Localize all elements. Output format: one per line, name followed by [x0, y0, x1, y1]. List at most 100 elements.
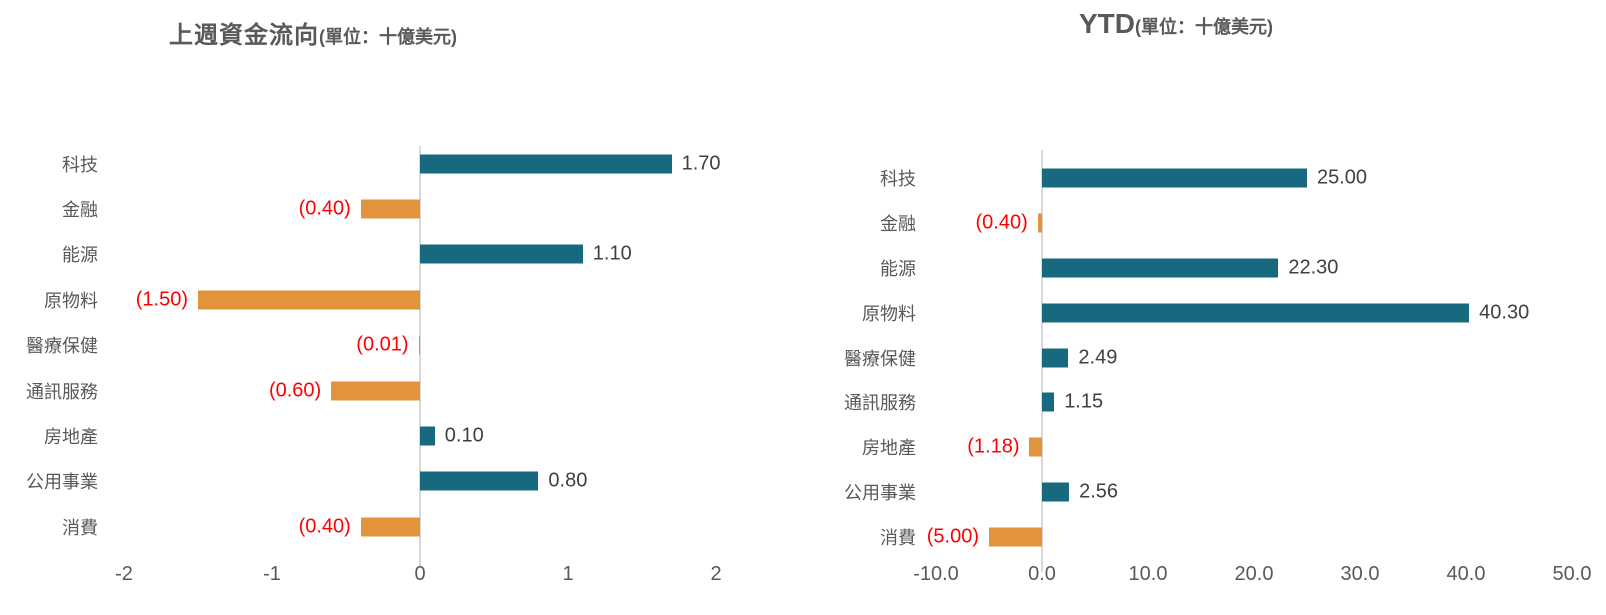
- value-label: (0.40): [298, 197, 351, 220]
- positive-bar: [1042, 392, 1055, 412]
- value-label: 1.70: [681, 152, 721, 175]
- value-label: 0.80: [548, 469, 588, 492]
- category-label: 通訊服務: [26, 381, 98, 402]
- chart-row: 房地產 0.10: [0, 413, 716, 458]
- positive-bar: [1042, 348, 1069, 368]
- positive-bar: [420, 244, 583, 264]
- chart-row: 金融 (0.40): [806, 201, 1572, 246]
- chart-row: 公用事業 0.80: [0, 459, 716, 504]
- chart-row: 科技 1.70: [0, 141, 721, 186]
- value-label: 2.56: [1079, 480, 1119, 503]
- chart-title-unit: (單位：十億美元): [319, 27, 457, 47]
- value-label: 22.30: [1288, 256, 1339, 279]
- bar-zone: 1.70: [124, 141, 721, 186]
- category-label: 公用事業: [26, 472, 98, 493]
- x-tick-label: 20.0: [1234, 563, 1274, 585]
- x-tick-label: -10.0: [913, 563, 959, 585]
- zero-axis-line: [419, 146, 421, 566]
- category-label: 原物料: [44, 290, 98, 311]
- negative-bar: [360, 517, 420, 537]
- category-label: 科技: [62, 154, 98, 175]
- chart-title-unit: (單位：十億美元): [1135, 17, 1273, 37]
- category-label: 房地產: [44, 427, 98, 448]
- chart-row: 房地產 (1.18): [806, 425, 1572, 470]
- chart-row: 通訊服務 (0.60): [0, 368, 716, 413]
- chart-row: 通訊服務 1.15: [806, 380, 1572, 425]
- category-label: 公用事業: [844, 482, 916, 503]
- category-label: 房地產: [862, 438, 916, 459]
- category-label: 消費: [880, 527, 916, 548]
- chart-row: 公用事業 2.56: [806, 470, 1572, 515]
- value-label: 40.30: [1479, 301, 1530, 324]
- positive-bar: [1042, 258, 1279, 278]
- value-label: (5.00): [926, 525, 979, 548]
- negative-bar: [331, 381, 420, 401]
- category-label: 金融: [62, 200, 98, 221]
- positive-bar: [1042, 482, 1070, 502]
- positive-bar: [420, 426, 435, 446]
- chart-row: 醫療保健 (0.01): [0, 323, 716, 368]
- category-label: 通訊服務: [844, 393, 916, 414]
- chart-title-main: 上週資金流向: [169, 22, 319, 49]
- bar-zone: (1.18): [936, 425, 1572, 470]
- bar-zone: 40.30: [936, 290, 1572, 335]
- plot-area: 科技 1.70 金融 (0.40) 能源 1.10 原物料 (1.50) 醫療保健 (0.01) 通…: [0, 141, 721, 550]
- negative-bar: [989, 527, 1042, 547]
- plot-area: 科技 25.00 金融 (0.40) 能源 22.30 原物料 40.30 醫療保健 2.49 通訊…: [806, 156, 1572, 559]
- value-label: (0.60): [268, 379, 322, 402]
- chart-row: 科技 25.00: [806, 156, 1572, 201]
- chart-row: 能源 1.10: [0, 232, 716, 277]
- value-label: (0.40): [298, 515, 351, 538]
- chart-row: 原物料 40.30: [806, 290, 1572, 335]
- chart-row: 消費 (0.40): [0, 504, 716, 549]
- x-tick-label: 0: [414, 563, 426, 585]
- bar-zone: 0.10: [124, 413, 716, 458]
- value-label: (0.40): [975, 211, 1028, 234]
- bar-zone: (5.00): [927, 514, 1572, 559]
- value-label: (1.18): [967, 435, 1020, 458]
- bar-zone: 2.56: [936, 470, 1572, 515]
- positive-bar: [1042, 168, 1307, 188]
- chart-title: 上週資金流向(單位：十億美元): [169, 15, 457, 50]
- bar-zone: 2.49: [936, 335, 1572, 380]
- bar-zone: 1.10: [124, 232, 716, 277]
- category-label: 科技: [880, 169, 916, 190]
- category-label: 醫療保健: [844, 348, 916, 369]
- bar-zone: (0.01): [124, 323, 716, 368]
- negative-bar: [360, 199, 420, 219]
- chart-row: 能源 22.30: [806, 246, 1572, 291]
- bar-zone: (0.40): [936, 201, 1572, 246]
- x-tick-label: 1: [562, 563, 574, 585]
- x-tick-label: -1: [263, 563, 281, 585]
- category-label: 消費: [62, 517, 98, 538]
- x-axis: -10.0 0.0 10.0 20.0 30.0 40.0 50.0: [806, 563, 1606, 593]
- x-tick-label: 0.0: [1028, 563, 1056, 585]
- chart-row: 原物料 (1.50): [0, 277, 716, 322]
- value-label: 2.49: [1078, 346, 1118, 369]
- chart-row: 金融 (0.40): [0, 186, 716, 231]
- value-label: 0.10: [444, 424, 484, 447]
- category-label: 醫療保健: [26, 336, 98, 357]
- bar-zone: (0.40): [124, 186, 716, 231]
- bar-zone: (0.60): [124, 368, 716, 413]
- positive-bar: [420, 154, 672, 174]
- value-label: (1.50): [135, 288, 188, 311]
- x-tick-label: -2: [115, 563, 133, 585]
- negative-bar: [198, 290, 420, 310]
- bar-zone: (1.50): [124, 277, 716, 322]
- x-tick-label: 30.0: [1340, 563, 1380, 585]
- value-label: (0.01): [356, 333, 409, 356]
- chart-title: YTD(單位：十億美元): [1079, 8, 1273, 40]
- bar-zone: 1.15: [936, 380, 1572, 425]
- negative-bar: [1029, 437, 1042, 457]
- value-label: 25.00: [1317, 166, 1368, 189]
- bar-zone: 22.30: [936, 246, 1572, 291]
- x-axis: -2 -1 0 1 2: [0, 563, 790, 593]
- x-tick-label: 10.0: [1128, 563, 1168, 585]
- bar-zone: 0.80: [124, 459, 716, 504]
- value-label: 1.15: [1064, 390, 1104, 413]
- chart-title-main: YTD: [1079, 8, 1135, 39]
- negative-bar: [1037, 213, 1042, 233]
- category-label: 能源: [62, 245, 98, 266]
